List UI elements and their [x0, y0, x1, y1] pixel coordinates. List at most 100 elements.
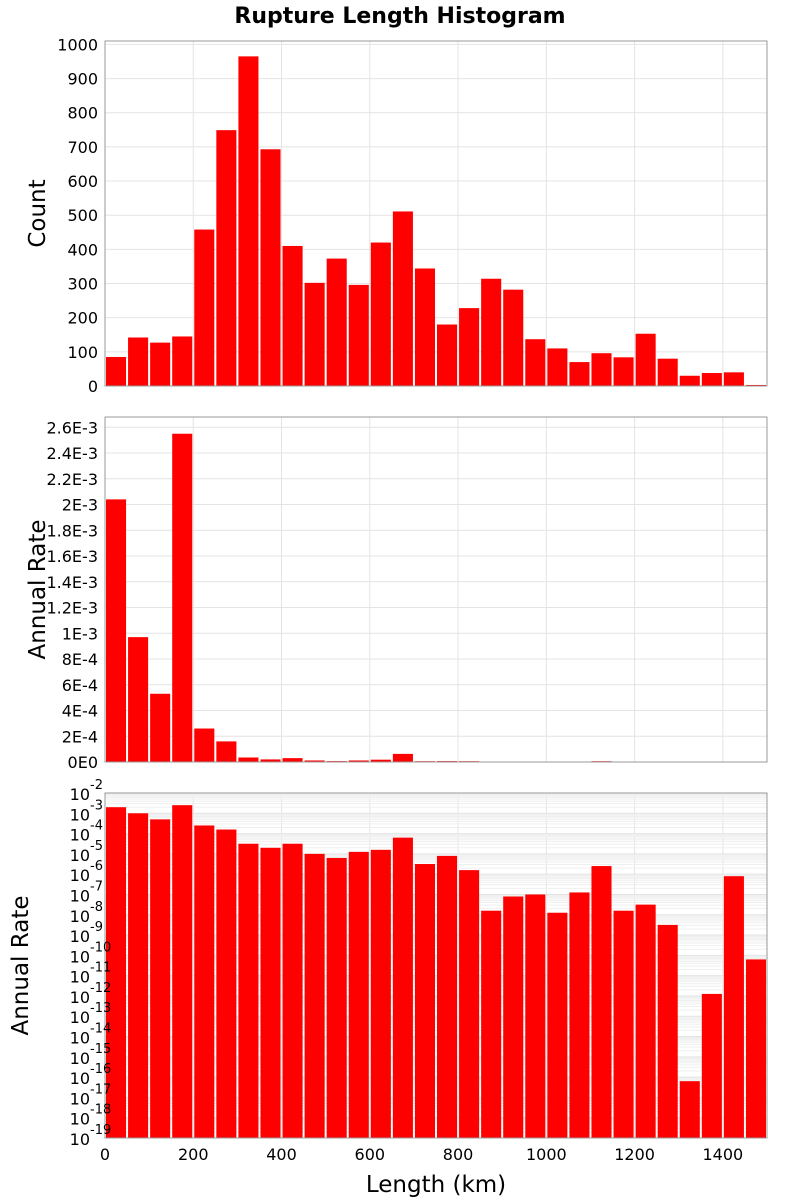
bar [481, 910, 502, 1138]
y-tick-label: 10 [70, 927, 90, 946]
bar [701, 993, 722, 1138]
y-axis-label: Annual Rate [8, 896, 34, 1036]
y-tick-label: 10 [70, 947, 90, 966]
bar [106, 356, 127, 386]
x-tick-label: 600 [355, 1145, 386, 1164]
bar [326, 258, 347, 386]
bar [282, 843, 303, 1138]
panel-rate-log: 10-210-310-410-510-610-710-810-910 -1010-… [8, 778, 768, 1164]
y-tick-label: 400 [67, 240, 98, 259]
plot-area [105, 417, 767, 762]
x-tick-label: 0 [100, 1145, 110, 1164]
bar [238, 843, 259, 1138]
x-axis-label: Length (km) [366, 1172, 506, 1198]
bar [591, 866, 612, 1138]
bar [150, 819, 171, 1138]
y-axis-label: Count [25, 179, 51, 247]
y-tick-label: 1E-3 [62, 624, 98, 643]
y-tick-exponent: -15 [90, 1042, 111, 1057]
bar [503, 289, 524, 386]
bar [392, 753, 413, 762]
bar [657, 358, 678, 386]
y-tick-label: 500 [67, 206, 98, 225]
y-tick-label: 10 [70, 1110, 90, 1129]
y-tick-exponent: -10 [90, 940, 111, 955]
bar [657, 924, 678, 1138]
plot-area [105, 41, 767, 386]
bar [745, 959, 766, 1138]
y-tick-label: 1.6E-3 [46, 547, 98, 566]
bar [414, 864, 435, 1138]
bar [459, 308, 480, 386]
y-tick-label: 10 [70, 1008, 90, 1027]
bar [481, 278, 502, 386]
y-tick-label: 10 [70, 866, 90, 885]
bar [238, 56, 259, 387]
y-tick-label: 100 [67, 343, 98, 362]
bar [150, 693, 171, 762]
y-tick-label: 300 [67, 275, 98, 294]
bar [348, 760, 369, 762]
bar [723, 876, 744, 1138]
bar [194, 825, 215, 1138]
bar [370, 849, 391, 1138]
y-tick-exponent: -6 [90, 859, 103, 874]
y-tick-exponent: -2 [90, 778, 103, 793]
bar [216, 130, 237, 386]
bar [525, 894, 546, 1138]
bar [194, 229, 215, 386]
bar [392, 211, 413, 386]
plot-border [104, 40, 768, 387]
bar [260, 847, 281, 1138]
y-tick-label: 2.4E-3 [46, 444, 98, 463]
bar [635, 904, 656, 1138]
x-tick-label: 800 [443, 1145, 474, 1164]
y-tick-label: 1.8E-3 [46, 521, 98, 540]
bar [569, 362, 590, 386]
bar [260, 149, 281, 386]
bar [348, 851, 369, 1138]
y-tick-label: 900 [67, 70, 98, 89]
y-tick-exponent: -7 [90, 879, 103, 894]
y-tick-label: 0E0 [68, 753, 98, 772]
y-tick-label: 10 [70, 1049, 90, 1068]
bar [370, 759, 391, 762]
y-tick-label: 0 [88, 377, 98, 396]
y-tick-label: 2E-3 [62, 496, 98, 515]
y-tick-exponent: -19 [90, 1123, 111, 1138]
bar [106, 499, 127, 762]
bar [128, 637, 149, 762]
x-tick-label: 1400 [703, 1145, 744, 1164]
y-tick-exponent: -17 [90, 1082, 111, 1097]
bar [701, 373, 722, 386]
bar [282, 758, 303, 762]
bar [503, 896, 524, 1138]
bar [216, 741, 237, 762]
chart-title: Rupture Length Histogram [234, 4, 565, 29]
bar [613, 910, 634, 1138]
y-tick-exponent: -3 [90, 798, 103, 813]
bar [459, 870, 480, 1138]
bar [304, 282, 325, 386]
bar [414, 268, 435, 386]
x-tick-label: 200 [178, 1145, 209, 1164]
y-tick-label: 10 [70, 988, 90, 1007]
bar [238, 757, 259, 762]
y-tick-label: 10 [70, 785, 90, 804]
y-tick-exponent: -8 [90, 900, 103, 915]
bar [282, 245, 303, 386]
bar [679, 375, 700, 386]
bar [547, 348, 568, 386]
bar [569, 892, 590, 1138]
bar [304, 853, 325, 1138]
bar [613, 357, 634, 386]
y-tick-label: 10 [70, 826, 90, 845]
y-tick-label: 2.2E-3 [46, 470, 98, 489]
x-tick-label: 1000 [526, 1145, 567, 1164]
y-tick-label: 1.2E-3 [46, 599, 98, 618]
bar [745, 384, 766, 386]
y-tick-label: 10 [70, 886, 90, 905]
x-tick-label: 400 [266, 1145, 297, 1164]
